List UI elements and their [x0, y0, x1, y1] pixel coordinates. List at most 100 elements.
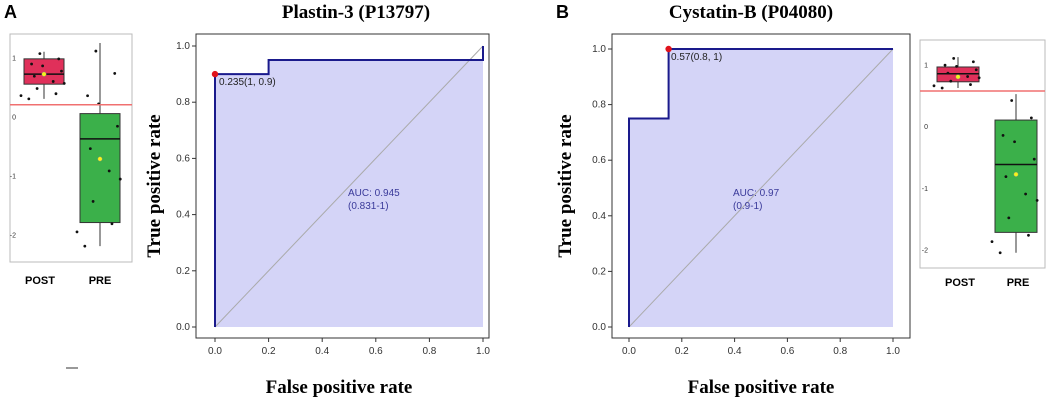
boxplot-a-ytick-1: 0 — [12, 115, 16, 122]
boxplot-b-point-0-0 — [940, 86, 944, 90]
boxplot-b-point-0-6 — [949, 79, 953, 83]
boxplot-b-mean-0 — [955, 74, 961, 80]
boxplot-a-point-0-0 — [27, 97, 31, 101]
roc-a-chart: 0.0 0.2 0.4 0.6 0.8 1.0 0.0 0.2 0.4 0.6 0.8 1.0 — [176, 33, 490, 357]
roc-a-xtick-label-3: 0.6 — [369, 346, 383, 357]
boxplot-b-cat-post: POST — [945, 277, 975, 289]
roc-b-chart: 0.0 0.2 0.4 0.6 0.8 1.0 0.0 0.2 0.4 0.6 0.8 1.0 — [592, 33, 911, 357]
boxplot-b-point-1-9 — [1035, 199, 1039, 202]
boxplot-b-point-0-10 — [955, 64, 958, 68]
roc-a-xtick-label-0: 0.0 — [208, 346, 222, 357]
boxplot-a-point-1-0 — [83, 244, 87, 248]
roc-a-ytick-label-2: 0.4 — [176, 210, 190, 221]
boxplot-a-point-1-2 — [86, 94, 89, 98]
boxplot-b-point-1-0 — [998, 251, 1002, 255]
roc-b-xtick-label-4: 0.8 — [833, 346, 847, 357]
boxplot-a-point-0-7 — [60, 69, 63, 73]
roc-b-ytick-label-0: 0.0 — [592, 322, 606, 333]
roc-b-xlabel: False positive rate — [688, 377, 835, 398]
roc-b-ylabel: True positive rate — [555, 114, 576, 257]
roc-b-xtick-label-5: 1.0 — [886, 346, 900, 357]
roc-a-xtick-label-4: 0.8 — [422, 346, 436, 357]
boxplot-b-cat-pre: PRE — [1007, 277, 1030, 289]
boxplot-b-point-0-3 — [969, 83, 972, 86]
roc-b-cutoff-point — [665, 45, 672, 53]
roc-b-roc-line — [628, 48, 893, 327]
boxplot-a-point-1-3 — [110, 222, 114, 226]
boxplot-a-point-1-5 — [113, 72, 117, 75]
boxplot-a-ytick-3: -2 — [10, 232, 16, 239]
boxplot-a: 1 0 -1 -2 POST PRE — [9, 33, 133, 287]
roc-b-auc-ci: (0.9-1) — [733, 201, 762, 212]
boxplot-b-mean-1 — [1013, 171, 1019, 177]
boxplot-b-point-1-11 — [990, 240, 994, 244]
roc-b-diagonal — [628, 48, 894, 328]
boxplot-a-point-1-6 — [91, 200, 95, 203]
boxplot-b-point-1-10 — [1013, 140, 1016, 144]
roc-a-cutoff-point — [211, 70, 219, 78]
boxplot-a-point-0-4 — [32, 74, 36, 78]
boxplot-b-point-0-2 — [943, 63, 947, 67]
boxplot-b-point-1-5 — [1029, 116, 1033, 120]
boxplot-a-point-0-3 — [54, 92, 58, 96]
boxplot-a-point-0-6 — [35, 87, 39, 90]
roc-b-xtick-label-1: 0.2 — [675, 346, 689, 357]
boxplot-a-cat-post: POST — [25, 275, 55, 287]
roc-a-ytick-label-3: 0.6 — [176, 153, 190, 164]
roc-b-ytick-label-5: 1.0 — [592, 44, 606, 55]
boxplot-b-point-1-1 — [1024, 192, 1027, 196]
roc-a-roc-line — [214, 46, 484, 327]
boxplot-a-ytick-2: -1 — [10, 173, 16, 180]
roc-a-xtick-label-5: 1.0 — [476, 346, 490, 357]
boxplot-a-mean-1 — [97, 156, 103, 162]
boxplot-a-point-1-8 — [94, 49, 98, 53]
roc-a-xlabel: False positive rate — [266, 377, 413, 398]
boxplot-a-point-0-1 — [51, 80, 55, 83]
boxplot-b-point-0-4 — [946, 71, 950, 75]
boxplot-b-point-1-4 — [1004, 175, 1008, 179]
boxplot-a-cat-pre: PRE — [89, 275, 112, 287]
roc-b-ytick-label-3: 0.6 — [592, 155, 606, 166]
roc-a-xtick-label-1: 0.2 — [262, 346, 276, 357]
boxplot-b-point-1-7 — [1032, 157, 1036, 161]
boxplot-b: 1 0 -1 -2 POST PRE — [919, 39, 1046, 289]
boxplot-b-point-0-1 — [966, 75, 969, 78]
roc-b-title: Cystatin-B (P04080) — [669, 2, 833, 23]
boxplot-a-point-1-7 — [116, 124, 119, 128]
boxplot-a-point-1-9 — [118, 177, 122, 181]
boxplot-b-point-0-11 — [932, 84, 936, 88]
boxplot-a-point-0-9 — [62, 81, 66, 85]
roc-b-xtick-label-0: 0.0 — [622, 346, 636, 357]
boxplot-b-point-1-3 — [1027, 233, 1030, 237]
roc-a-ytick-label-0: 0.0 — [176, 322, 190, 333]
boxplot-b-point-1-6 — [1007, 216, 1011, 220]
roc-b-xtick-label-2: 0.4 — [728, 346, 742, 357]
boxplot-a-point-0-2 — [30, 62, 33, 66]
boxplot-b-point-0-9 — [977, 76, 981, 80]
roc-b-auc: AUC: 0.97 — [733, 188, 780, 199]
boxplot-a-box-1 — [79, 113, 121, 224]
roc-a-xtick-label-2: 0.4 — [315, 346, 329, 357]
roc-a-diagonal — [214, 45, 484, 328]
boxplot-a-point-0-10 — [41, 64, 45, 68]
roc-b-ytick-label-4: 0.8 — [592, 100, 606, 111]
boxplot-b-point-0-5 — [971, 60, 975, 64]
roc-b-xtick-label-3: 0.6 — [780, 346, 794, 357]
boxplot-a-point-0-5 — [57, 57, 61, 61]
roc-a-ytick-label-4: 0.8 — [176, 97, 190, 108]
boxplot-b-ytick-3: -2 — [922, 248, 928, 255]
boxplot-b-point-0-8 — [952, 56, 956, 60]
boxplot-a-point-0-8 — [38, 52, 42, 56]
boxplot-a-point-1-4 — [88, 147, 92, 150]
boxplot-a-point-0-11 — [19, 94, 23, 97]
boxplot-a-point-1-1 — [107, 169, 111, 173]
roc-a-cutoff-label: 0.235(1, 0.9) — [219, 77, 276, 88]
roc-b-cutoff-label: 0.57(0.8, 1) — [671, 52, 722, 63]
boxplot-b-ytick-0: 1 — [924, 63, 928, 70]
roc-a-ytick-label-5: 1.0 — [176, 41, 190, 52]
boxplot-a-point-1-11 — [75, 230, 79, 234]
roc-a-ylabel: True positive rate — [144, 114, 165, 257]
boxplot-b-point-1-8 — [1010, 99, 1014, 102]
roc-b-ytick-label-1: 0.2 — [592, 266, 606, 277]
boxplot-a-box-0 — [23, 58, 65, 85]
